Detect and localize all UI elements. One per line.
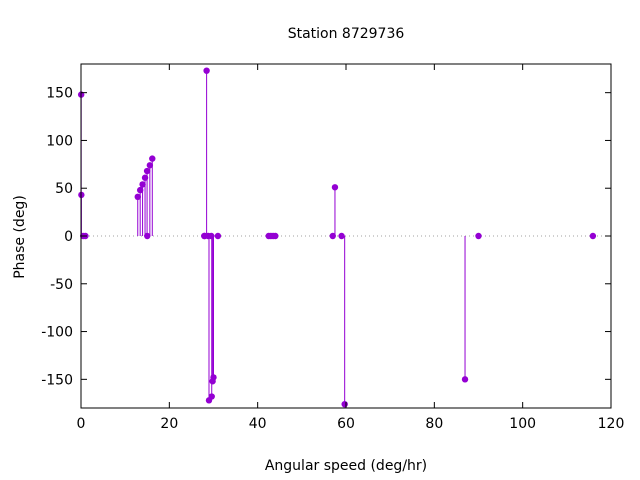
x-tick-label-5: 100 [509,416,536,432]
y-axis-label: Phase (deg) [12,195,28,279]
y-tick-label-0: -150 [41,372,73,388]
data-point-14 [203,67,210,74]
point-layer [77,67,597,408]
x-axis-label: Angular speed (deg/hr) [265,458,427,474]
chart-title: Station 8729736 [288,26,405,42]
x-tick-label-1: 20 [160,416,178,432]
data-point-5 [136,186,144,194]
y-tick-labels: -150 -100 -50 0 50 100 150 [41,86,73,389]
data-point-29 [341,400,348,408]
data-point-8 [143,167,151,175]
y-tick-label-6: 150 [46,86,73,102]
y-tick-label-4: 50 [55,181,73,197]
x-tick-label-6: 120 [598,416,625,432]
data-point-25 [272,232,279,240]
data-point-4 [134,193,141,201]
data-point-10 [146,162,154,169]
x-tick-label-2: 40 [249,416,267,432]
data-point-30 [461,376,469,383]
tick-layer [80,64,612,408]
data-point-18 [208,393,215,400]
data-point-31 [475,232,482,240]
data-point-32 [589,232,597,240]
data-point-17 [208,232,215,240]
x-tick-labels: 0 20 40 60 80 100 120 [77,416,625,432]
x-tick-label-0: 0 [77,416,86,432]
x-tick-label-3: 60 [337,416,355,432]
data-point-7 [141,174,149,181]
y-tick-label-3: 0 [64,229,73,245]
data-point-27 [331,184,339,191]
data-point-21 [214,232,222,240]
x-tick-label-4: 80 [425,416,443,432]
y-tick-label-2: -50 [50,277,73,293]
data-point-9 [144,232,151,240]
data-point-28 [338,232,345,240]
data-point-6 [139,181,146,188]
y-tick-label-1: -100 [41,325,73,341]
data-point-11 [149,155,156,162]
y-tick-label-5: 100 [46,133,73,149]
data-point-26 [329,232,336,240]
data-point-20 [210,374,217,381]
